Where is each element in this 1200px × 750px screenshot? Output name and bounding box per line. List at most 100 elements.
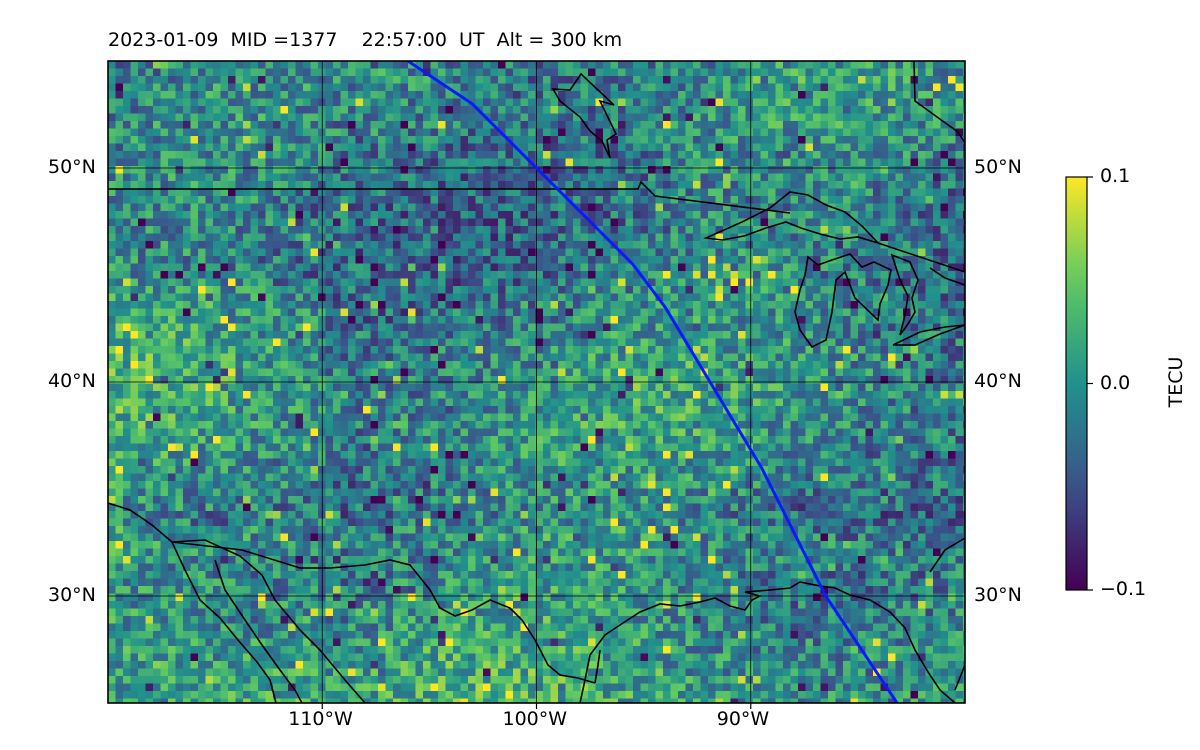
tec-cell: [640, 151, 649, 160]
tec-cell: [490, 233, 499, 242]
tec-cell: [115, 91, 124, 100]
tec-cell: [535, 248, 544, 257]
tec-cell: [370, 361, 379, 370]
tec-cell: [243, 226, 252, 235]
tec-cell: [730, 158, 739, 167]
tec-cell: [190, 308, 199, 317]
tec-cell: [175, 68, 184, 77]
tec-cell: [138, 361, 147, 370]
tec-cell: [138, 256, 147, 265]
tec-cell: [190, 203, 199, 212]
tec-cell: [543, 293, 552, 302]
tec-cell: [550, 211, 559, 220]
tec-cell: [798, 346, 807, 355]
tec-cell: [355, 68, 364, 77]
tec-cell: [505, 106, 514, 115]
tec-cell: [183, 346, 192, 355]
tec-cell: [903, 271, 912, 280]
tec-cell: [445, 98, 454, 107]
tec-cell: [963, 271, 965, 280]
tec-cell: [228, 278, 237, 287]
tec-cell: [475, 323, 484, 332]
tec-cell: [933, 158, 942, 167]
tec-cell: [123, 166, 132, 175]
tec-cell: [805, 271, 814, 280]
tec-cell: [655, 233, 664, 242]
tec-cell: [235, 271, 244, 280]
tec-cell: [288, 301, 297, 310]
tec-cell: [355, 361, 364, 370]
tec-cell: [535, 68, 544, 77]
tec-cell: [310, 143, 319, 152]
tec-cell: [505, 203, 514, 212]
tec-cell: [348, 226, 357, 235]
tec-cell: [423, 226, 432, 235]
tec-cell: [400, 128, 409, 137]
tec-cell: [640, 211, 649, 220]
tec-cell: [445, 76, 454, 85]
tec-cell: [963, 128, 965, 137]
tec-cell: [288, 151, 297, 160]
tec-cell: [678, 61, 687, 70]
tec-cell: [325, 331, 334, 340]
tec-cell: [880, 361, 889, 370]
tec-cell: [723, 121, 732, 130]
tec-cell: [468, 83, 477, 92]
tec-cell: [925, 203, 934, 212]
tec-cell: [768, 143, 777, 152]
tec-cell: [483, 106, 492, 115]
tec-cell: [655, 83, 664, 92]
tec-cell: [858, 346, 867, 355]
tec-cell: [790, 323, 799, 332]
tec-cell: [235, 61, 244, 70]
tec-cell: [528, 376, 537, 385]
tec-cell: [700, 143, 709, 152]
tec-cell: [700, 158, 709, 167]
tec-cell: [153, 353, 162, 362]
tec-cell: [108, 308, 117, 317]
tec-cell: [595, 361, 604, 370]
tec-cell: [820, 248, 829, 257]
tec-cell: [438, 233, 447, 242]
tec-cell: [333, 241, 342, 250]
tec-cell: [243, 143, 252, 152]
tec-cell: [618, 68, 627, 77]
tec-cell: [190, 233, 199, 242]
tec-cell: [190, 121, 199, 130]
tec-cell: [910, 113, 919, 122]
tec-cell: [715, 173, 724, 182]
tec-cell: [580, 368, 589, 377]
tec-cell: [415, 151, 424, 160]
tec-cell: [948, 353, 957, 362]
tec-cell: [843, 166, 852, 175]
tec-cell: [588, 346, 597, 355]
tec-cell: [280, 181, 289, 190]
tec-cell: [640, 226, 649, 235]
tec-cell: [828, 301, 837, 310]
tec-cell: [543, 361, 552, 370]
tec-cell: [813, 68, 822, 77]
tec-cell: [580, 143, 589, 152]
tec-cell: [723, 203, 732, 212]
tec-cell: [700, 83, 709, 92]
tec-cell: [730, 61, 739, 70]
tec-cell: [453, 346, 462, 355]
tec-cell: [670, 346, 679, 355]
tec-cell: [153, 301, 162, 310]
tec-cell: [618, 331, 627, 340]
tec-cell: [460, 68, 469, 77]
tec-cell: [273, 91, 282, 100]
tec-cell: [310, 136, 319, 145]
tec-cell: [948, 248, 957, 257]
tec-cell: [670, 143, 679, 152]
tec-cell: [415, 188, 424, 197]
tec-cell: [933, 143, 942, 152]
tec-cell: [595, 91, 604, 100]
tec-cell: [363, 256, 372, 265]
tec-cell: [948, 271, 957, 280]
tec-cell: [250, 106, 259, 115]
tec-cell: [310, 331, 319, 340]
tec-cell: [918, 316, 927, 325]
tec-cell: [738, 181, 747, 190]
tec-cell: [475, 271, 484, 280]
